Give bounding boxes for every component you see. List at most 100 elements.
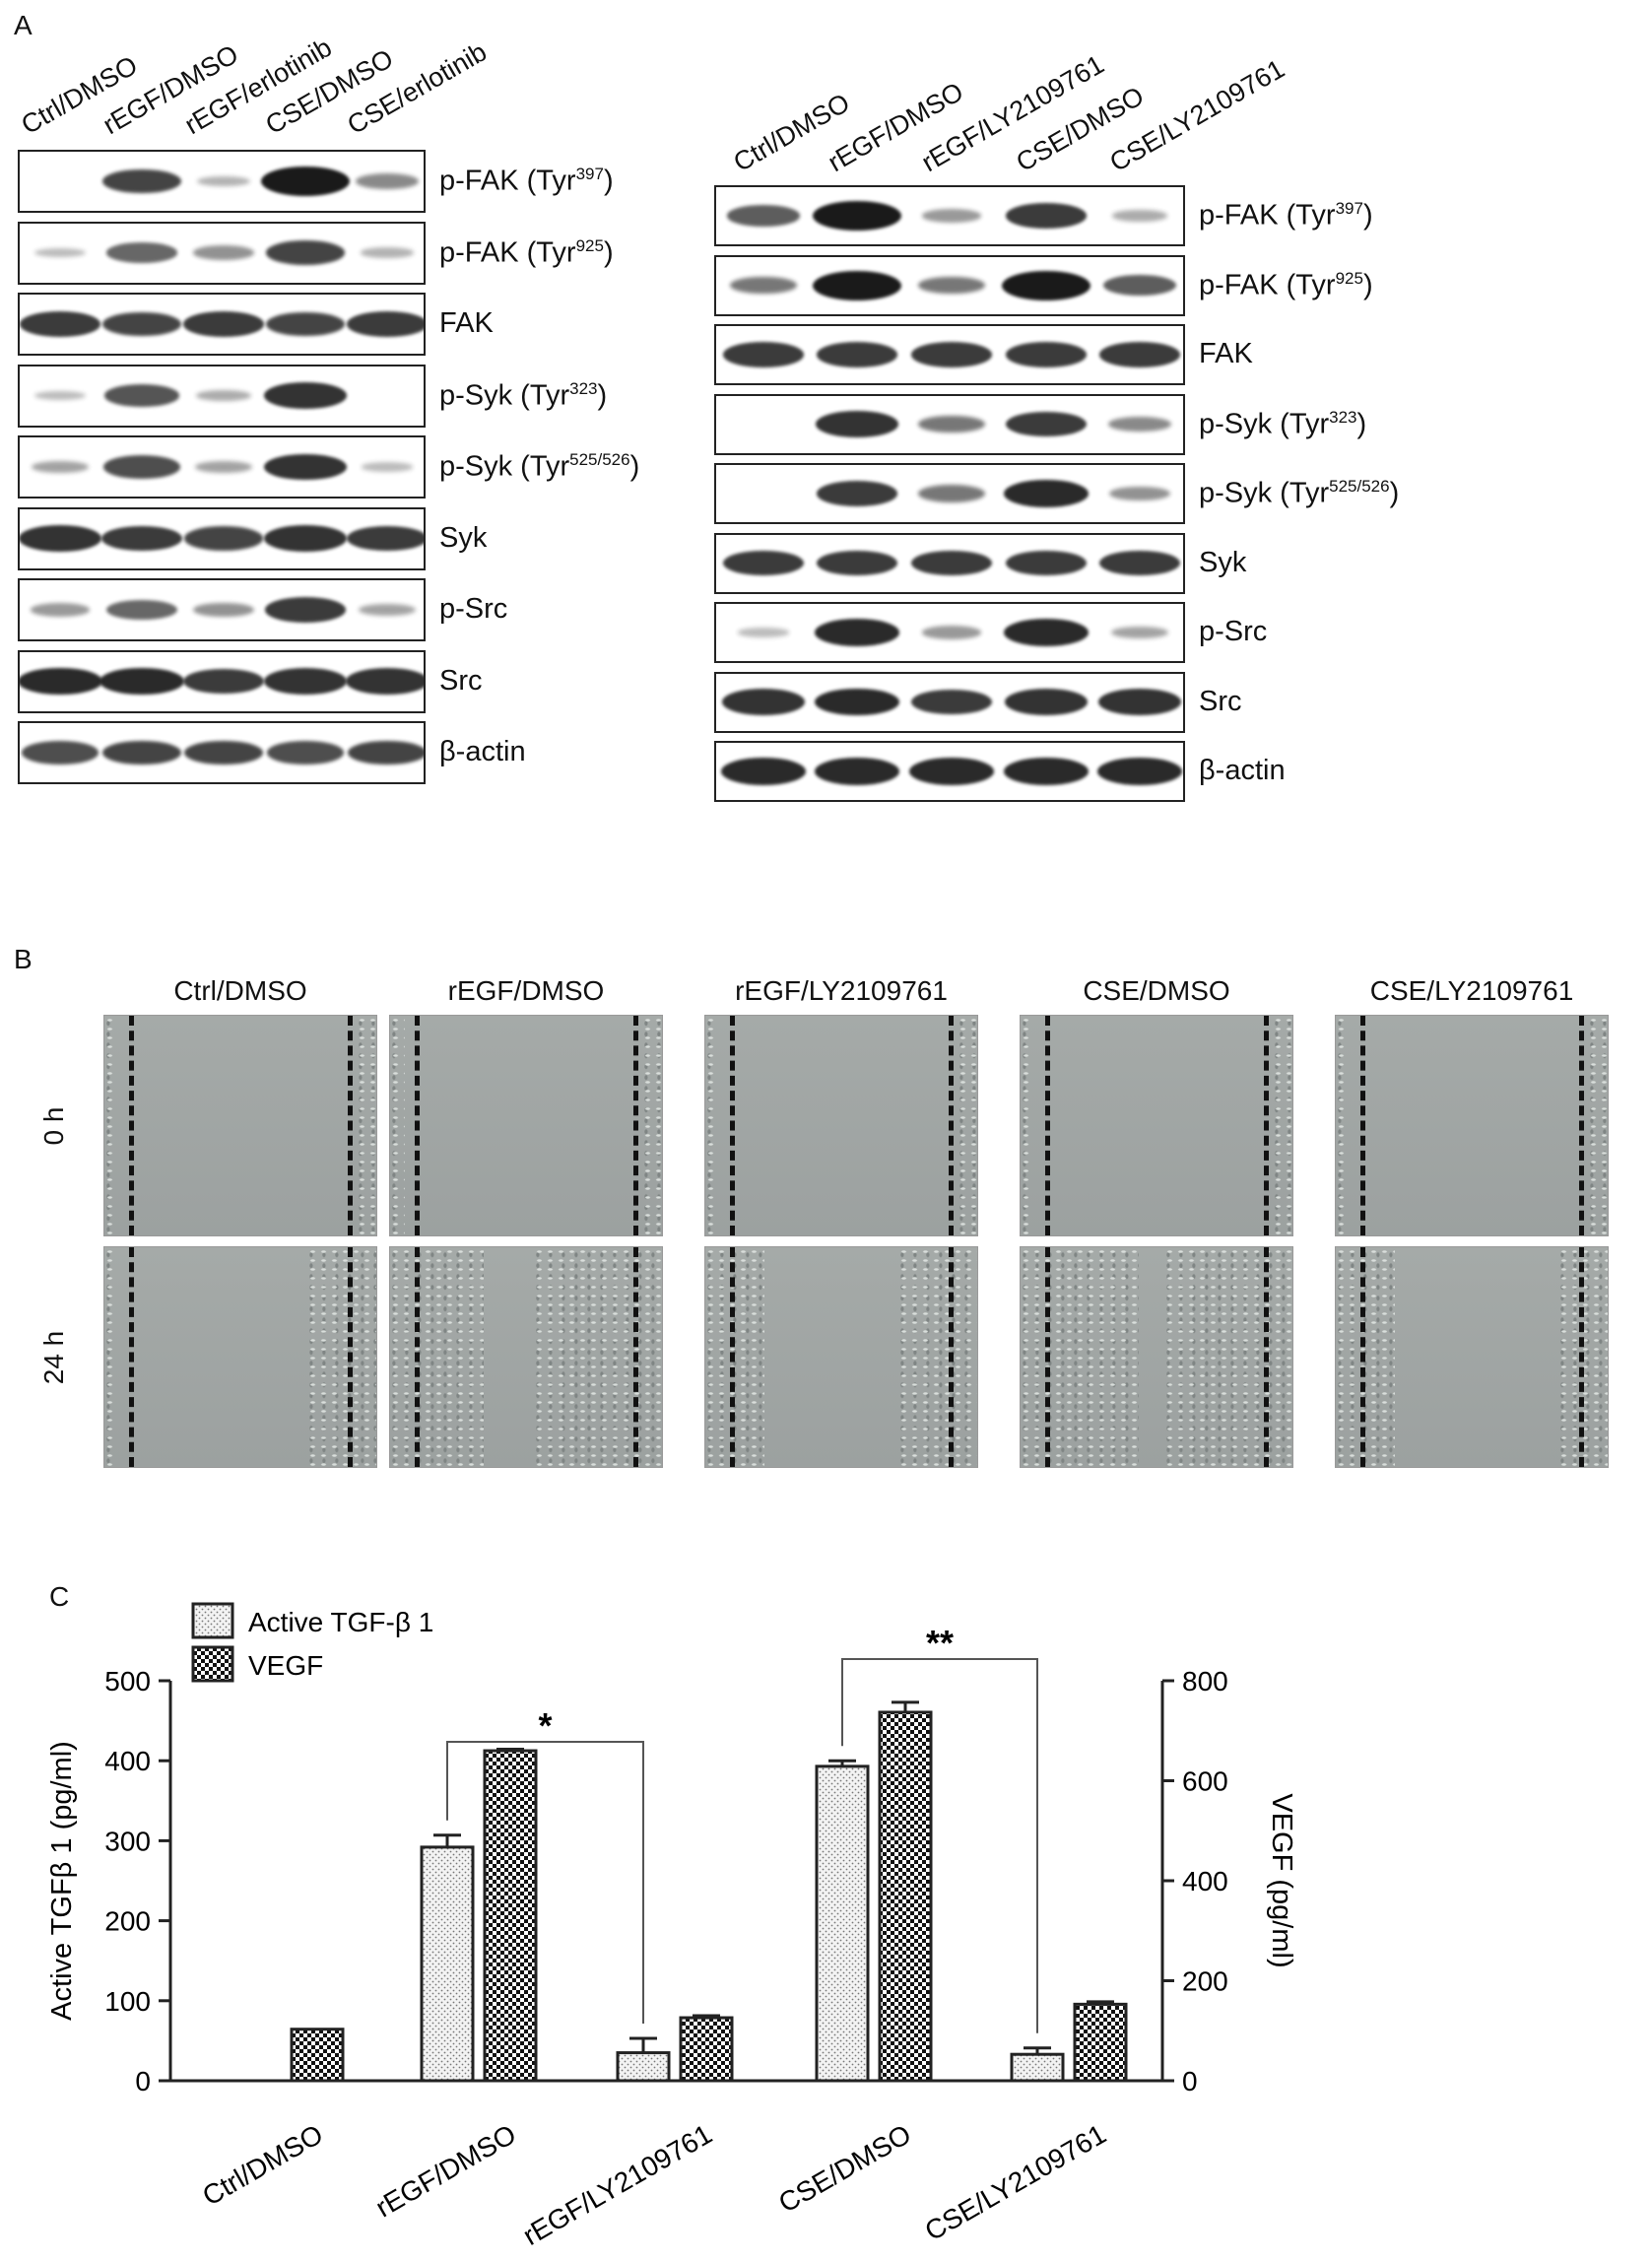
left-row-label: p-FAK (Tyr925) xyxy=(439,235,614,269)
right-tick-label: 400 xyxy=(1182,1866,1228,1896)
right-blot-strip xyxy=(714,602,1185,663)
left-band xyxy=(266,741,344,765)
legend-label: VEGF xyxy=(248,1650,323,1681)
wound-column-header: CSE/DMSO xyxy=(1083,975,1230,1006)
significance-bracket xyxy=(841,1658,1038,2033)
cell-layer xyxy=(1336,1016,1346,1235)
wound-edge-line xyxy=(949,1247,955,1467)
right-band xyxy=(911,689,992,715)
left-blot-strip xyxy=(18,221,426,285)
left-tick-label: 500 xyxy=(104,1666,151,1696)
right-band xyxy=(918,415,985,433)
x-tick-label: rEGF/LY2109761 xyxy=(518,2118,717,2251)
wound-column-header: CSE/LY2109761 xyxy=(1369,975,1574,1006)
right-row-label: β-actin xyxy=(1199,755,1286,786)
right-blot-strip xyxy=(714,324,1185,385)
cell-layer xyxy=(357,1016,376,1235)
right-band xyxy=(911,550,992,576)
left-band xyxy=(102,168,182,194)
cell-layer xyxy=(1021,1016,1030,1235)
right-band xyxy=(1099,550,1181,576)
panel-c-letter: C xyxy=(49,1581,70,1612)
left-band xyxy=(106,242,178,263)
wound-edge-line xyxy=(1045,1016,1051,1235)
right-row-label: p-FAK (Tyr925) xyxy=(1199,268,1373,301)
x-tick-label: CSE/DMSO xyxy=(773,2118,916,2219)
right-band xyxy=(1099,342,1181,367)
left-row-label: p-Syk (Tyr323) xyxy=(439,378,608,412)
left-row-label: p-Src xyxy=(439,593,508,625)
right-tick-label: 200 xyxy=(1182,1966,1228,1997)
significance-marker: * xyxy=(538,1705,552,1746)
left-row-label: p-Syk (Tyr525/526) xyxy=(439,450,640,483)
right-band xyxy=(1003,480,1089,507)
wound-edge-line xyxy=(1045,1247,1051,1467)
left-band xyxy=(102,740,182,765)
left-band xyxy=(197,175,250,187)
left-axis-title: Active TGFβ 1 (pg/ml) xyxy=(46,1741,78,2021)
wound-photo xyxy=(1335,1015,1609,1236)
left-band xyxy=(184,740,263,765)
left-tick-label: 100 xyxy=(104,1986,151,2017)
significance-bracket xyxy=(446,1741,644,2024)
tgf-bar xyxy=(420,1845,475,2083)
wound-column-header: Ctrl/DMSO xyxy=(173,975,307,1006)
wound-photo xyxy=(1020,1015,1293,1236)
right-row-label: p-Src xyxy=(1199,616,1268,647)
wound-column-header: rEGF/LY2109761 xyxy=(735,975,948,1006)
right-band xyxy=(922,209,981,223)
left-band xyxy=(183,311,264,337)
wound-edge-line xyxy=(1264,1016,1270,1235)
right-blot-strip xyxy=(714,671,1185,733)
left-band xyxy=(195,460,252,474)
right-band xyxy=(1111,626,1169,639)
right-band xyxy=(726,205,800,227)
left-band xyxy=(264,597,346,623)
left-blot-strip xyxy=(18,435,426,499)
left-band xyxy=(20,311,101,337)
x-tick-label: rEGF/DMSO xyxy=(370,2118,521,2223)
right-blot-strip xyxy=(714,393,1185,455)
wound-photo xyxy=(1020,1246,1293,1468)
left-tick-label: 0 xyxy=(135,2066,151,2096)
left-blot-strip xyxy=(18,578,426,641)
right-tick-label: 800 xyxy=(1182,1666,1228,1696)
right-row-label: p-FAK (Tyr397) xyxy=(1199,199,1373,232)
x-tick-label: Ctrl/DMSO xyxy=(197,2118,328,2212)
left-band xyxy=(183,668,264,695)
right-band xyxy=(1098,689,1182,715)
left-row-label: FAK xyxy=(439,307,494,339)
left-band xyxy=(263,525,347,552)
right-band xyxy=(1109,486,1171,501)
vegf-bar xyxy=(878,1710,933,2083)
right-band xyxy=(737,628,789,637)
right-row-label: Syk xyxy=(1199,546,1247,578)
left-band xyxy=(355,173,419,189)
left-band xyxy=(184,526,263,551)
left-band xyxy=(361,462,413,472)
left-band xyxy=(358,603,416,617)
left-band xyxy=(20,667,103,696)
left-band xyxy=(106,599,178,621)
wound-edge-line xyxy=(633,1016,639,1235)
right-band xyxy=(815,688,900,716)
wound-edge-line xyxy=(129,1247,135,1467)
wound-photo xyxy=(1335,1246,1609,1468)
wound-edge-line xyxy=(1579,1016,1585,1235)
panel-a-letter: A xyxy=(14,10,33,40)
legend-label: Active TGF-β 1 xyxy=(248,1607,433,1637)
wound-edge-line xyxy=(949,1016,955,1235)
left-tick-label: 400 xyxy=(104,1746,151,1776)
right-band xyxy=(918,276,985,295)
right-tick-label: 600 xyxy=(1182,1766,1228,1797)
left-row-label: Src xyxy=(439,664,483,697)
wound-edge-line xyxy=(1579,1247,1585,1467)
right-band xyxy=(722,342,804,367)
vegf-bar xyxy=(1073,2002,1128,2083)
right-row-label: p-Syk (Tyr323) xyxy=(1199,407,1367,440)
cell-layer xyxy=(390,1016,405,1235)
right-band xyxy=(721,689,805,715)
left-blot-strip xyxy=(18,293,426,356)
wound-photo xyxy=(389,1015,663,1236)
